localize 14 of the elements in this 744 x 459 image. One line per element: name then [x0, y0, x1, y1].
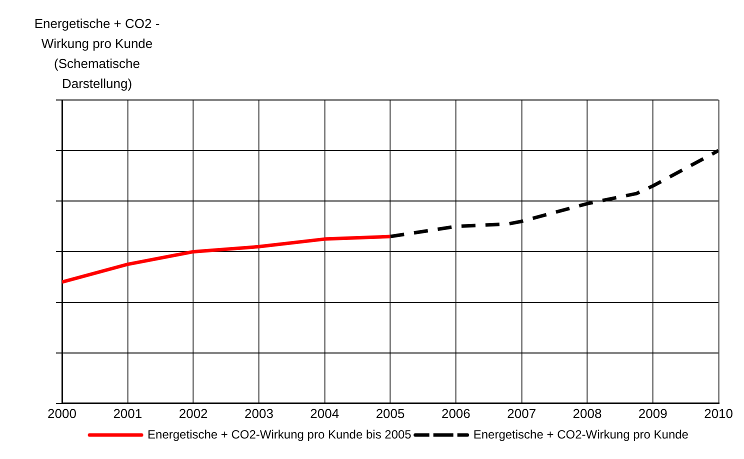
x-tick-label: 2010 [704, 406, 733, 421]
x-tick-label: 2008 [572, 406, 602, 421]
legend-label: Energetische + CO2-Wirkung pro Kunde bis 2005 [148, 427, 412, 442]
x-tick-label: 2001 [113, 406, 142, 421]
y-axis-title: Energetische + CO2 - Wirkung pro Kunde (Schematische Darstellung) [33, 15, 161, 93]
x-tick-label: 2009 [638, 406, 668, 421]
x-tick-label: 2003 [244, 406, 274, 421]
x-tick-label: 2007 [507, 406, 536, 421]
x-tick-label: 2000 [48, 406, 76, 421]
x-tick-label: 2002 [178, 406, 208, 421]
x-tick-label: 2006 [441, 406, 470, 421]
legend-label: Energetische + CO2-Wirkung pro Kunde [473, 427, 689, 442]
x-tick-label: 2004 [310, 406, 340, 421]
x-tick-label: 2005 [376, 406, 405, 421]
